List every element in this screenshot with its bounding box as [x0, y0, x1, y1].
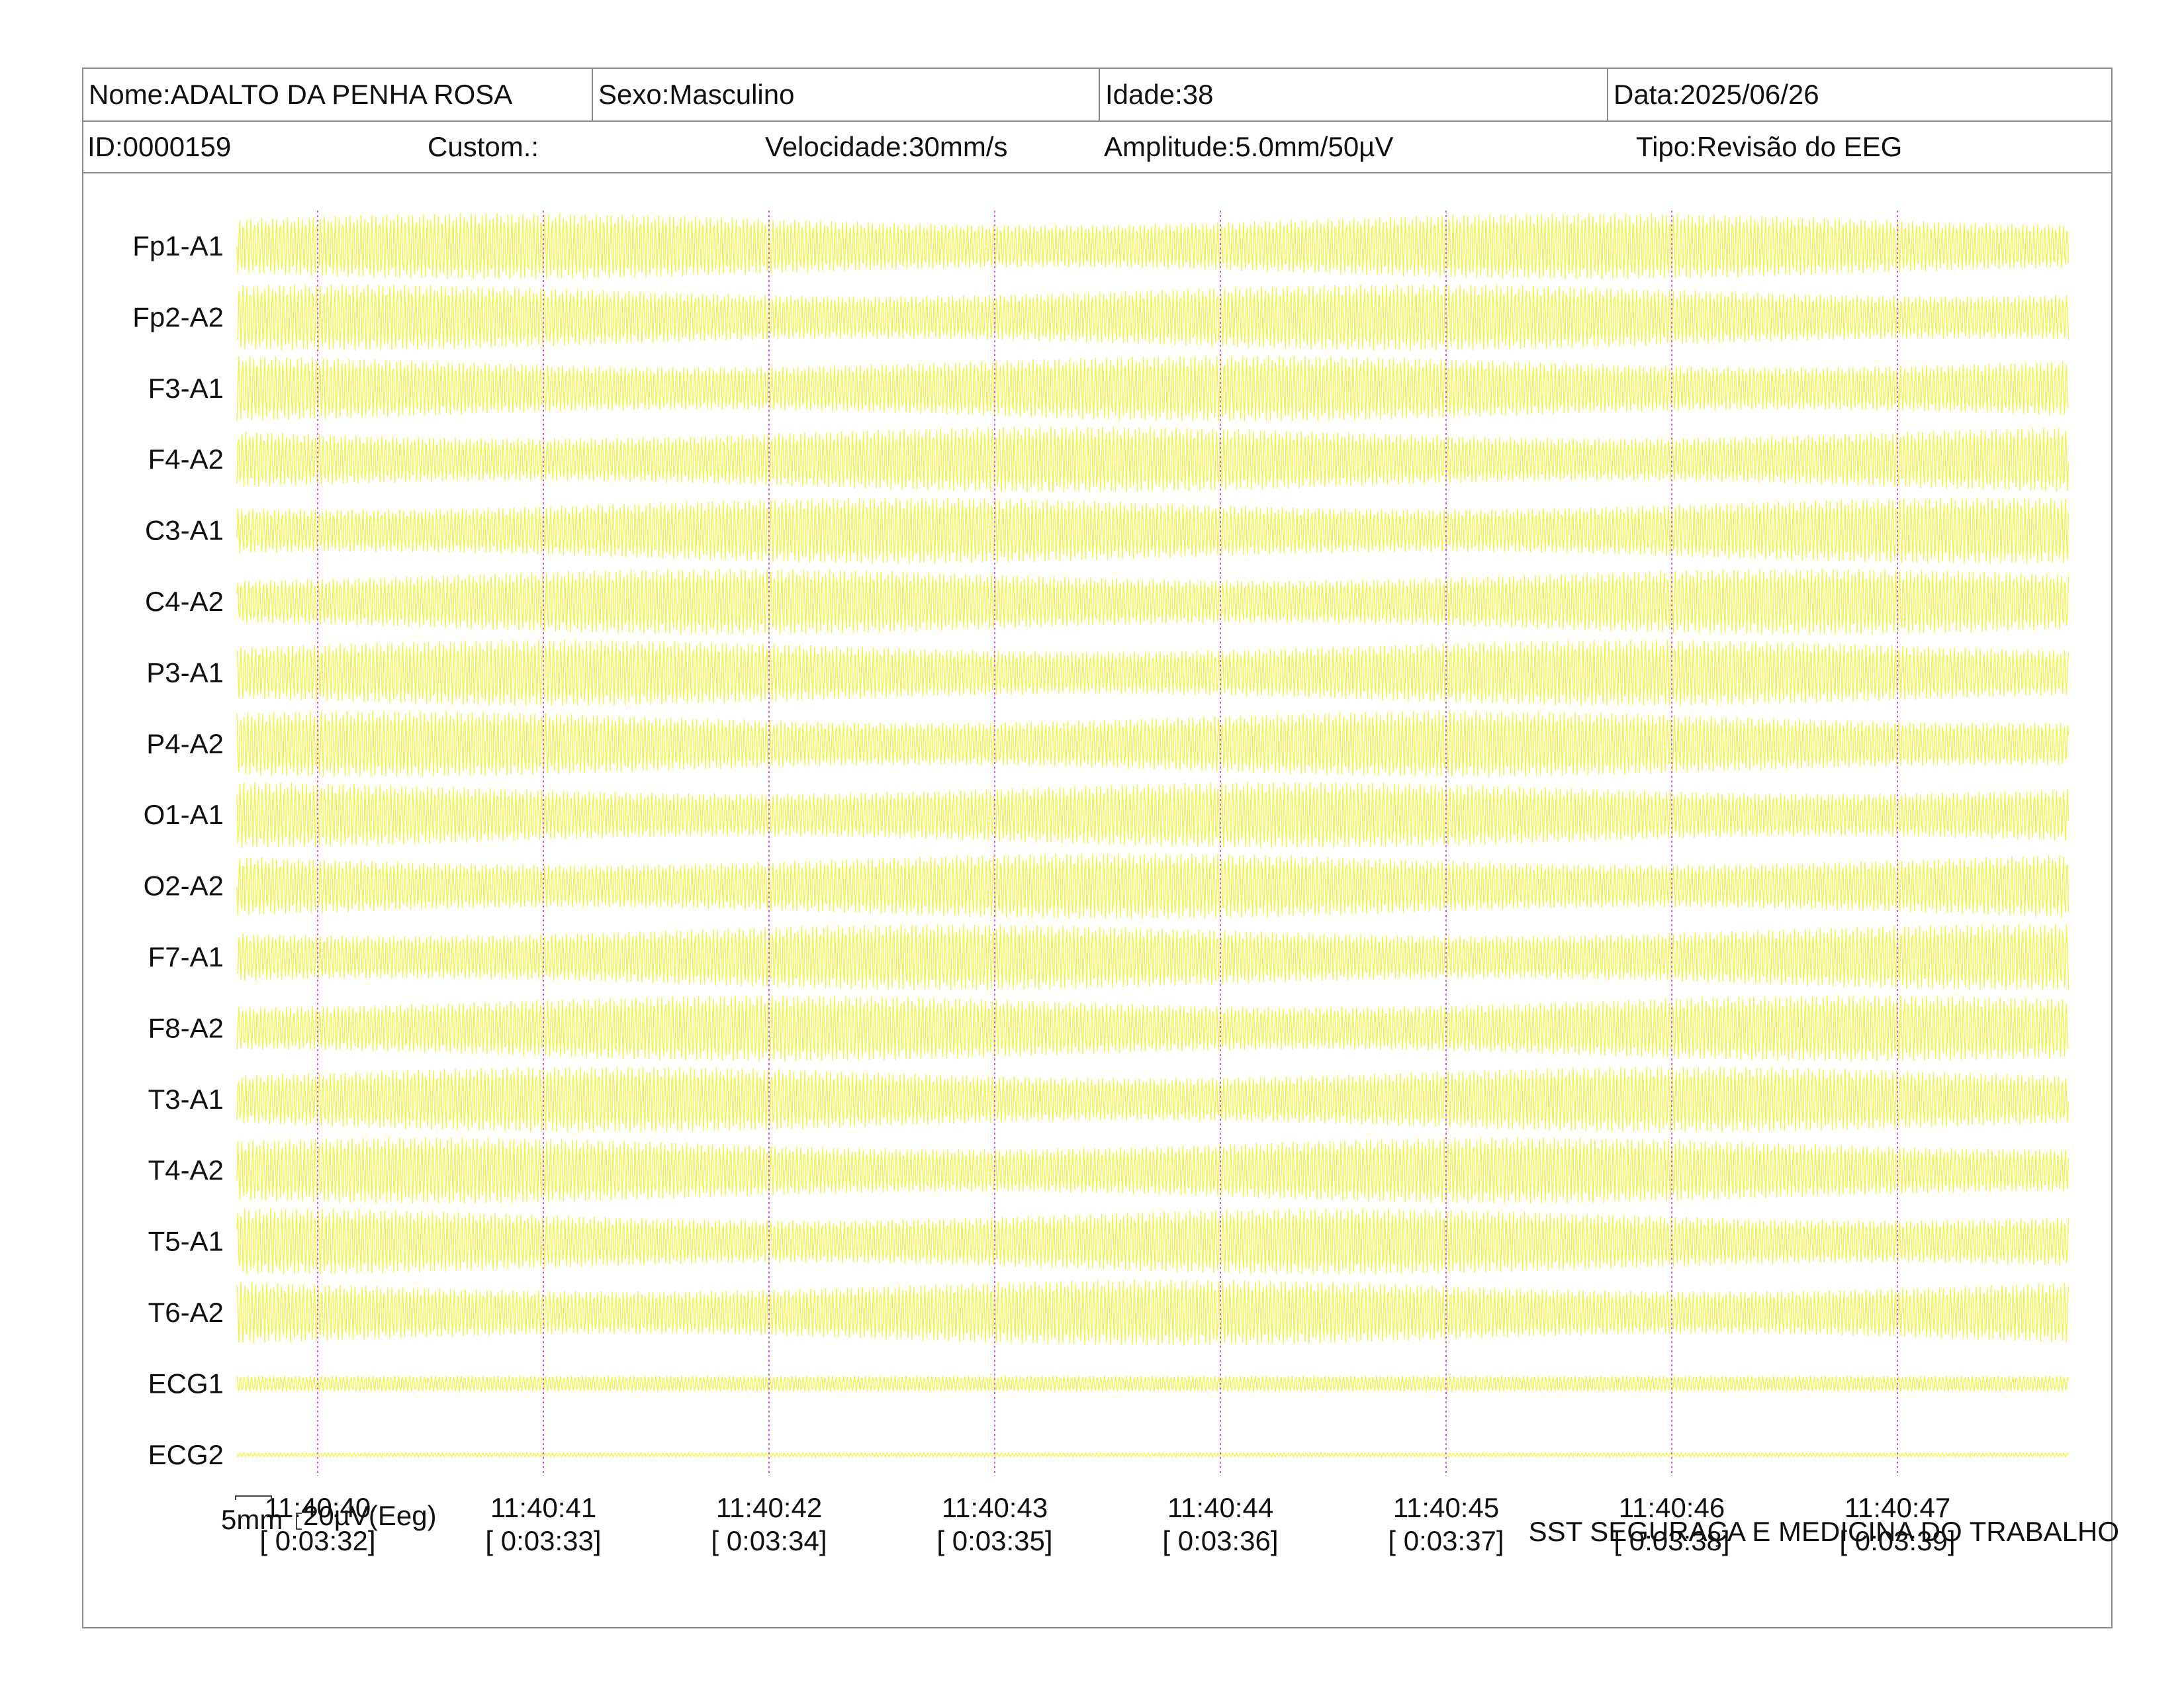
channel-label-t3-a1: T3-A1: [148, 1084, 224, 1115]
time-clock-label: 11:40:44: [1167, 1492, 1273, 1523]
time-elapsed-label: [ 0:03:35]: [936, 1525, 1052, 1556]
trace-ecg2: [236, 1452, 2070, 1458]
trace-t4-a2: [236, 1137, 2070, 1204]
time-elapsed-label: [ 0:03:38]: [1614, 1525, 1729, 1556]
channel-label-f3-a1: F3-A1: [148, 373, 224, 404]
time-clock-label: 11:40:45: [1393, 1492, 1499, 1523]
channel-label-o2-a2: O2-A2: [144, 870, 224, 902]
trace-fp1-a1: [236, 213, 2070, 280]
channel-label-t6-a2: T6-A2: [148, 1297, 224, 1328]
exam-type: Tipo:Revisão do EEG: [1636, 131, 1903, 162]
time-labels: 11:40:40[ 0:03:32] 11:40:41[ 0:03:33] 11:4…: [259, 1492, 1955, 1556]
patient-age: Idade:38: [1099, 69, 1214, 120]
channel-label-f4-a2: F4-A2: [148, 444, 224, 475]
trace-p4-a2: [236, 710, 2070, 777]
time-elapsed-label: [ 0:03:34]: [711, 1525, 827, 1556]
exam-date: Data:2025/06/26: [1607, 69, 1819, 120]
time-clock-label: 11:40:47: [1844, 1492, 1950, 1523]
channel-label-ecg2: ECG2: [148, 1439, 224, 1470]
trace-f3-a1: [236, 355, 2070, 422]
channel-label-ecg1: ECG1: [148, 1368, 224, 1399]
channel-label-t4-a2: T4-A2: [148, 1154, 224, 1186]
time-elapsed-label: [ 0:03:39]: [1839, 1525, 1955, 1556]
header-row-2: ID:0000159 Custom.: Velocidade:30mm/s Am…: [83, 122, 2111, 173]
scale-length: 5mm: [221, 1504, 283, 1533]
eeg-traces: [236, 213, 2070, 1458]
trace-c3-a1: [236, 497, 2070, 564]
scale-amplitude: 20µV(Eeg): [303, 1500, 437, 1531]
time-clock-label: 11:40:40: [265, 1492, 371, 1523]
company-name: SST SEGURAÇA E MEDICINA DO TRABALHO: [1528, 1516, 2119, 1547]
trace-t3-a1: [236, 1066, 2070, 1133]
trace-f8-a2: [236, 995, 2070, 1062]
channel-label-t5-a1: T5-A1: [148, 1226, 224, 1257]
trace-ecg1: [236, 1376, 2070, 1392]
time-elapsed-label: [ 0:03:36]: [1162, 1525, 1278, 1556]
channel-label-f7-a1: F7-A1: [148, 941, 224, 972]
trace-o1-a1: [236, 782, 2070, 849]
channel-label-c3-a1: C3-A1: [145, 515, 224, 546]
trace-p3-a1: [236, 639, 2070, 706]
scale-bar-icon: [235, 1495, 272, 1500]
trace-f4-a2: [236, 426, 2070, 493]
trace-c4-a2: [236, 568, 2070, 635]
trace-fp2-a2: [236, 284, 2070, 351]
time-elapsed-label: [ 0:03:37]: [1388, 1525, 1504, 1556]
trace-o2-a2: [236, 853, 2070, 919]
scale-amplitude-icon: [296, 1513, 302, 1530]
time-clock-label: 11:40:41: [490, 1492, 596, 1523]
channel-label-p4-a2: P4-A2: [146, 728, 224, 759]
channel-label-c4-a2: C4-A2: [145, 586, 224, 617]
trace-t6-a2: [236, 1280, 2070, 1346]
eeg-report: Nome:ADALTO DA PENHA ROSA Sexo:Masculino…: [82, 68, 2113, 1628]
time-clock-label: 11:40:42: [716, 1492, 822, 1523]
trace-t5-a1: [236, 1208, 2070, 1275]
channel-label-fp2-a2: Fp2-A2: [132, 301, 224, 332]
channel-labels: Fp1-A1 Fp2-A2 F3-A1 F4-A2 C3-A1 C4-A2 P3-A1 P4-…: [132, 230, 224, 1470]
custom-field: Custom.:: [428, 131, 539, 162]
channel-label-o1-a1: O1-A1: [144, 799, 224, 830]
patient-id: ID:0000159: [87, 131, 232, 162]
time-elapsed-label: [ 0:03:33]: [485, 1525, 601, 1556]
patient-name: Nome:ADALTO DA PENHA ROSA: [89, 79, 513, 110]
channel-label-fp1-a1: Fp1-A1: [132, 230, 224, 261]
speed-setting: Velocidade:30mm/s: [765, 131, 1008, 162]
amplitude-setting: Amplitude:5.0mm/50µV: [1104, 131, 1394, 162]
header-row-1: Nome:ADALTO DA PENHA ROSA Sexo:Masculino…: [83, 69, 2111, 122]
channel-label-f8-a2: F8-A2: [148, 1012, 224, 1043]
channel-label-p3-a1: P3-A1: [146, 657, 224, 688]
scale-legend: 5mm 20µV(Eeg): [221, 1495, 437, 1533]
trace-f7-a1: [236, 923, 2070, 991]
time-elapsed-label: [ 0:03:32]: [259, 1525, 375, 1556]
patient-sex: Sexo:Masculino: [592, 69, 794, 120]
time-clock-label: 11:40:46: [1619, 1492, 1725, 1523]
time-clock-label: 11:40:43: [942, 1492, 1048, 1523]
